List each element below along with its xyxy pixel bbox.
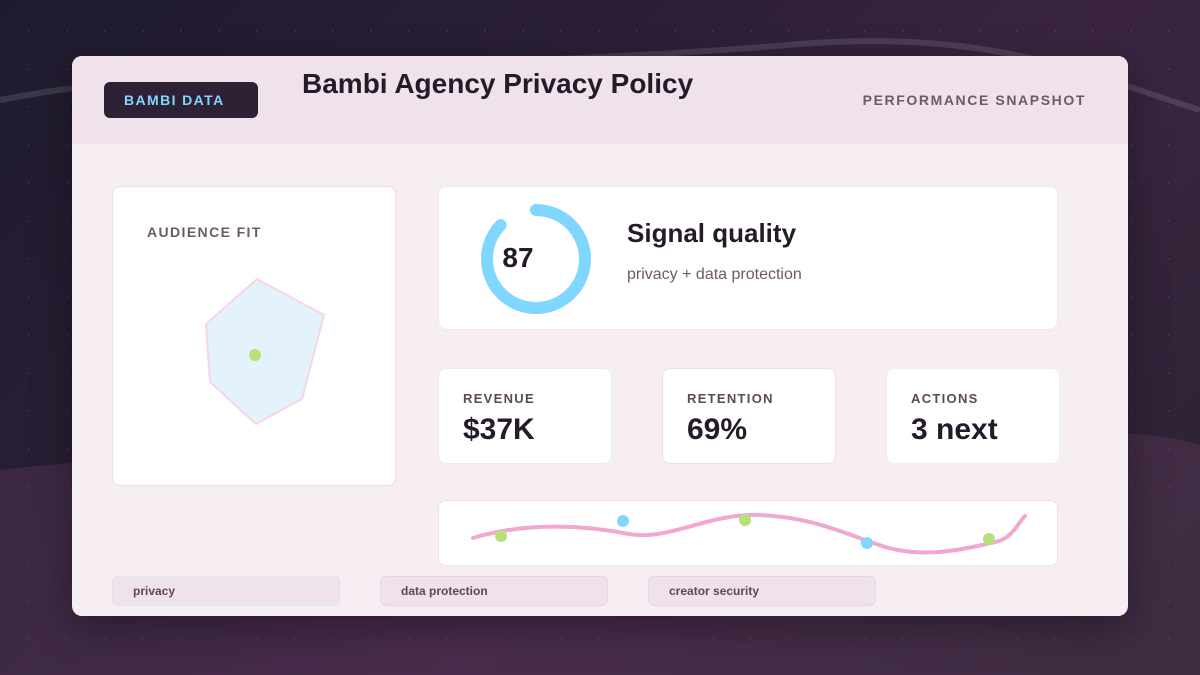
metric-label: ACTIONS <box>911 391 979 406</box>
tag-data-protection[interactable]: data protection <box>380 576 608 606</box>
metric-value: 3 next <box>911 413 998 446</box>
trend-point <box>495 530 507 542</box>
audience-radar-chart <box>204 277 326 426</box>
signal-score: 87 <box>502 242 534 273</box>
trend-line <box>471 512 1027 555</box>
tag-privacy[interactable]: privacy <box>112 576 340 606</box>
trend-sparkline <box>471 512 1027 555</box>
snapshot-label: PERFORMANCE SNAPSHOT <box>862 92 1086 108</box>
tag-label: data protection <box>401 584 488 598</box>
metric-value: $37K <box>463 413 535 446</box>
metric-card-actions: ACTIONS 3 next <box>886 368 1060 464</box>
metric-card-retention: RETENTION 69% <box>662 368 836 464</box>
radar-shape <box>204 277 326 426</box>
page-title: Bambi Agency Privacy Policy <box>302 68 694 99</box>
tag-label: creator security <box>669 584 760 598</box>
audience-fit-panel: AUDIENCE FIT <box>112 186 396 486</box>
tag-creator-security[interactable]: creator security <box>648 576 876 606</box>
audience-fit-label: AUDIENCE FIT <box>147 224 262 240</box>
trend-point <box>617 515 629 527</box>
dashboard-card: BAMBI DATA Bambi Agency Privacy Policy P… <box>72 56 1128 616</box>
signal-quality-panel: 87 Signal quality privacy + data protect… <box>438 186 1058 330</box>
brand-badge[interactable]: BAMBI DATA <box>104 82 258 118</box>
trend-point <box>739 514 751 526</box>
card-header: BAMBI DATA Bambi Agency Privacy Policy P… <box>72 56 1128 144</box>
signal-gauge-arc <box>481 204 591 314</box>
signal-gauge <box>481 204 591 314</box>
trend-sparkline-panel <box>438 500 1058 566</box>
tag-label: privacy <box>133 584 176 598</box>
metric-value: 69% <box>687 413 748 446</box>
brand-label: BAMBI DATA <box>124 92 225 108</box>
signal-title: Signal quality <box>627 218 797 248</box>
radar-center-dot <box>249 349 261 361</box>
trend-point <box>861 537 873 549</box>
trend-point <box>983 533 995 545</box>
metric-label: REVENUE <box>463 391 535 406</box>
metric-card-revenue: REVENUE $37K <box>438 368 612 464</box>
metric-label: RETENTION <box>687 391 774 406</box>
signal-subtitle: privacy + data protection <box>627 266 802 283</box>
